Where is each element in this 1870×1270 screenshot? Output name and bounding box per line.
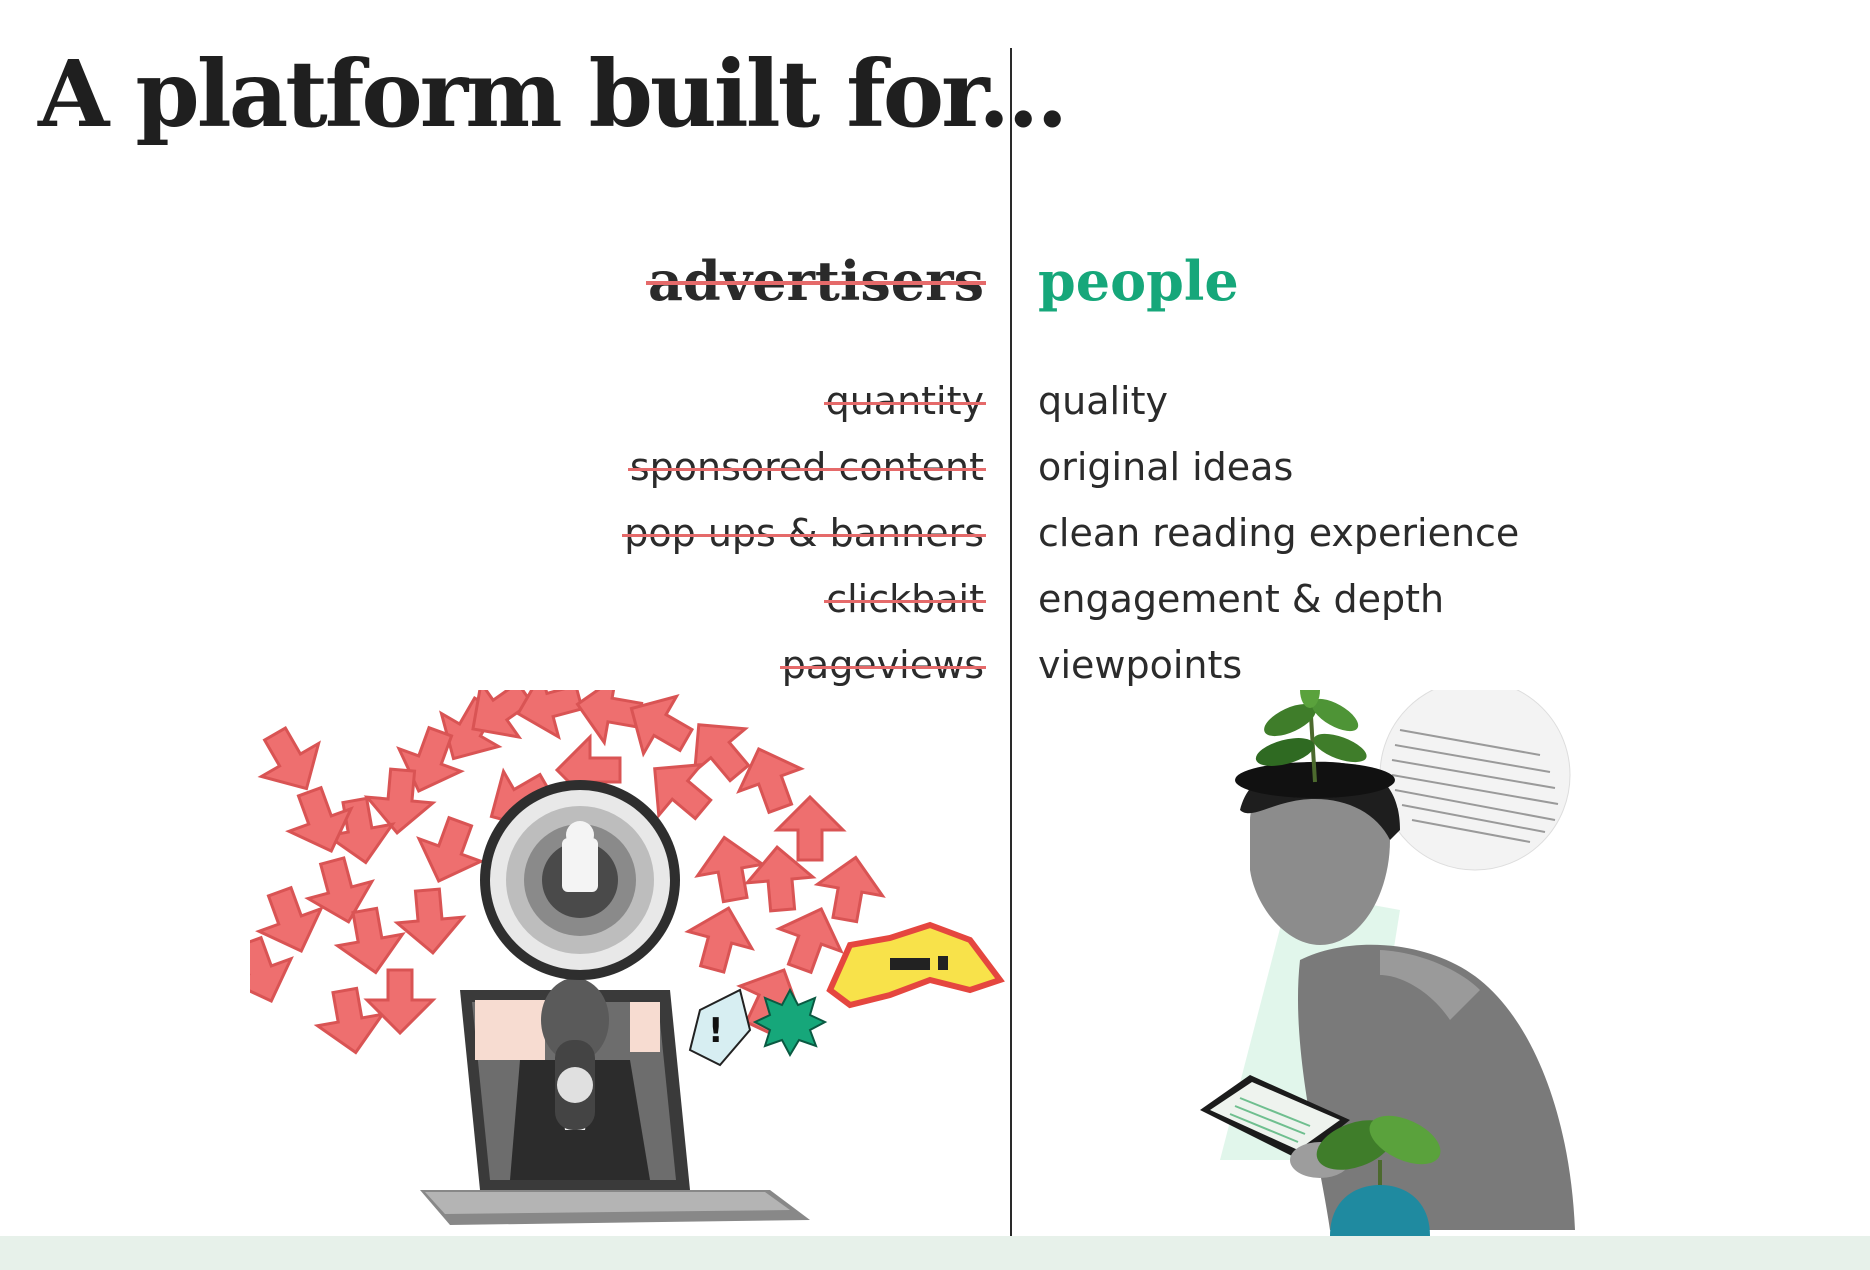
arrow-icon — [250, 935, 294, 1004]
arrow-icon — [285, 785, 354, 854]
star-burst-icon — [752, 987, 828, 1058]
list-item: clickbait — [624, 566, 986, 632]
bottom-band — [0, 1236, 1870, 1270]
exclaim-banner-icon — [826, 921, 1005, 1009]
arrow-icon — [773, 794, 847, 862]
arrow-icon — [416, 815, 485, 884]
page-title: A platform built for... — [38, 40, 1068, 148]
list-item: pop ups & banners — [622, 500, 986, 566]
arrow-icon — [653, 762, 713, 821]
arrow-icon — [257, 725, 321, 791]
arrow-icon — [813, 855, 886, 924]
alert-burst-icon: ! — [688, 988, 752, 1067]
megaphone-icon — [480, 780, 680, 980]
arrow-icon — [516, 690, 584, 740]
potted-plant-icon — [1316, 1115, 1441, 1236]
arrow-icon — [313, 986, 386, 1055]
person-with-megaphone — [475, 978, 660, 1180]
list-item: original ideas — [1038, 445, 1294, 489]
newspaper-circle — [1379, 690, 1571, 871]
advertisers-list: quantity sponsored content pop ups & ban… — [622, 368, 987, 698]
arrow-icon — [393, 887, 467, 955]
list-item: clean reading experience — [1038, 511, 1520, 555]
arrow-icon — [471, 690, 534, 740]
arrow-icon — [363, 968, 437, 1036]
arrow-icon — [304, 856, 375, 924]
arrow-icon — [363, 767, 437, 835]
list-item: quantity — [624, 368, 987, 434]
arrow-icon — [629, 694, 695, 758]
center-divider — [1010, 48, 1012, 1270]
advertisers-heading: advertisers — [646, 249, 986, 313]
list-item: viewpoints — [1038, 643, 1243, 687]
svg-text:!: ! — [708, 1011, 724, 1051]
list-item: engagement & depth — [1038, 577, 1445, 621]
megaphone-laptop-illustration: ! — [250, 690, 1005, 1225]
people-list: quality original ideas clean reading exp… — [1038, 368, 1519, 698]
arrow-icon — [684, 906, 755, 974]
advertisers-column: advertisers quantity sponsored content p… — [622, 0, 987, 687]
plant-sprout-icon — [1255, 690, 1367, 783]
arrow-icon — [694, 835, 767, 904]
people-heading: people — [1038, 249, 1239, 313]
list-item: pageviews — [624, 632, 987, 698]
reader-illustration — [1200, 690, 1575, 1236]
arrow-icon — [333, 906, 406, 975]
arrow-icon — [255, 885, 324, 954]
arrow-icon — [775, 906, 844, 975]
list-item: quality — [1038, 379, 1168, 423]
arrow-icon — [736, 746, 805, 815]
arrow-icon — [743, 845, 817, 913]
list-item: sponsored content — [624, 434, 987, 500]
